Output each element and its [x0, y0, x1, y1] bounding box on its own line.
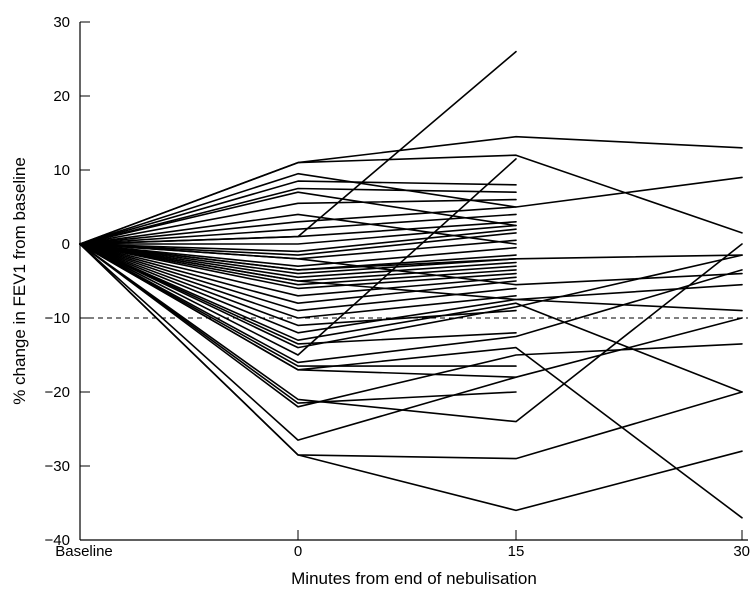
series-line-36	[79, 243, 517, 345]
series-line-12	[79, 154, 743, 245]
series-line-43	[79, 243, 743, 312]
x-tick-label: Baseline	[55, 543, 113, 560]
series-line-1	[79, 243, 743, 423]
series-line-32	[79, 243, 517, 305]
series-line-9	[79, 243, 743, 393]
series-line-24	[79, 243, 517, 268]
y-tick-label: 0	[62, 236, 70, 253]
series-line-15	[79, 187, 517, 245]
series-line-10	[79, 243, 743, 334]
series-line-5	[79, 243, 743, 408]
series-line-2	[79, 243, 743, 460]
series-line-21	[79, 228, 517, 253]
y-tick-label: 10	[53, 162, 70, 179]
y-tick-label: −20	[45, 384, 70, 401]
axes: −40 −30 −20 −10 0 10 20 30 Baseline 0 15 30	[45, 14, 750, 560]
x-axis-title: Minutes from end of nebulisation	[291, 569, 537, 588]
y-tick-label: 30	[53, 14, 70, 31]
series-line-16	[79, 198, 517, 245]
series-line-39	[79, 243, 517, 379]
series-line-17	[79, 206, 517, 245]
series-line-18	[79, 213, 517, 245]
x-tick-label: 0	[294, 543, 302, 560]
y-tick-label: 20	[53, 88, 70, 105]
series-line-7	[79, 243, 743, 364]
y-tick-label: −30	[45, 458, 70, 475]
y-tick-label: −40	[45, 532, 70, 549]
series-line-44	[79, 243, 743, 286]
series-line-37	[79, 158, 517, 356]
series-line-41	[79, 50, 517, 245]
series-line-22	[79, 232, 517, 256]
y-axis-title: % change in FEV1 from baseline	[10, 157, 29, 405]
series-line-34	[79, 243, 517, 319]
series-line-42	[79, 243, 743, 271]
series-line-46	[79, 213, 517, 245]
series-line-3	[79, 243, 743, 512]
series-group	[79, 50, 743, 519]
series-line-29	[79, 243, 517, 286]
series-line-33	[79, 243, 517, 312]
series-line-35	[79, 243, 517, 327]
series-line-45	[79, 191, 517, 245]
series-line-26	[79, 243, 517, 275]
x-tick-label: 15	[508, 543, 525, 560]
series-line-31	[79, 243, 517, 297]
series-line-14	[79, 180, 517, 245]
series-line-38	[79, 243, 517, 367]
series-line-20	[79, 224, 517, 245]
series-line-8	[79, 243, 743, 349]
y-tick-label: −10	[45, 310, 70, 327]
x-tick-label: 30	[733, 543, 750, 560]
series-line-30	[79, 243, 517, 290]
series-line-27	[79, 243, 517, 279]
series-line-40	[79, 243, 517, 404]
